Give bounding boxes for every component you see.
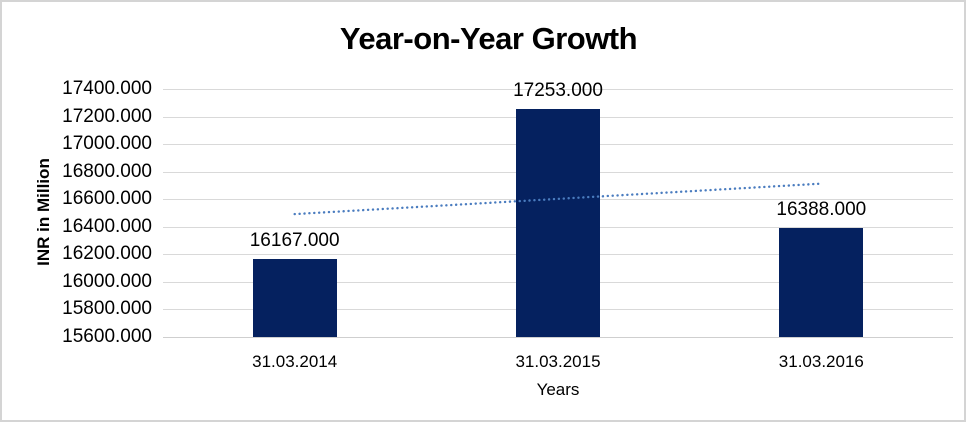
chart-frame	[0, 0, 966, 422]
data-label: 16388.000	[776, 199, 867, 221]
y-tick-label: 16800.000	[62, 160, 152, 182]
y-tick-label: 16600.000	[62, 188, 152, 210]
x-tick-label: 31.03.2015	[515, 352, 601, 371]
y-tick-label: 16000.000	[62, 270, 152, 292]
y-tick-label: 15600.000	[62, 326, 152, 347]
x-tick-label: 31.03.2014	[252, 352, 338, 371]
bar-31.03.2015	[516, 109, 600, 337]
x-axis-line	[163, 337, 953, 338]
x-tick-label: 31.03.2016	[778, 352, 864, 371]
bar-31.03.2014	[252, 258, 337, 337]
y-tick-label: 16400.000	[62, 215, 152, 237]
y-tick-label: 17200.000	[62, 105, 152, 127]
bar-31.03.2016	[779, 228, 864, 337]
data-label: 16167.000	[249, 229, 340, 251]
y-tick-label: 17400.000	[62, 78, 152, 99]
plot-area	[163, 89, 953, 338]
gridline	[163, 89, 953, 90]
x-axis-title: Years	[536, 380, 580, 399]
trendline	[293, 182, 823, 216]
y-tick-label: 15800.000	[62, 298, 152, 320]
data-label: 17253.000	[513, 80, 603, 102]
y-tick-label: 17000.000	[62, 133, 152, 155]
chart-title: Year-on-Year Growth	[339, 21, 638, 56]
y-tick-label: 16200.000	[62, 243, 152, 265]
